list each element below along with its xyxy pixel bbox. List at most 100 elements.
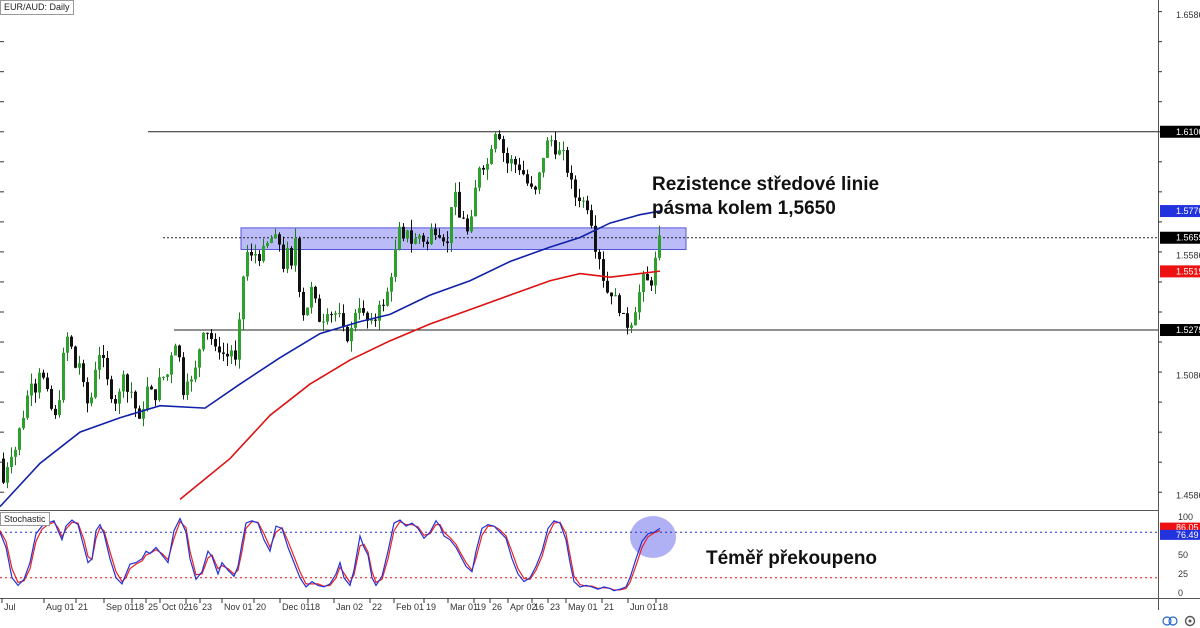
- candle: [26, 390, 29, 420]
- candle: [534, 185, 537, 195]
- svg-text:76.49: 76.49: [1176, 530, 1199, 540]
- candle: [618, 293, 621, 317]
- time-tick-label: 22: [372, 602, 382, 612]
- time-tick-label: Oct 02: [162, 602, 189, 612]
- candle: [238, 312, 241, 369]
- candle: [614, 288, 617, 297]
- stoch-tick-label: 100: [1178, 512, 1193, 522]
- time-tick-label: Mar 01: [450, 602, 478, 612]
- time-tick-label: Jan 02: [336, 602, 363, 612]
- candle: [438, 228, 441, 239]
- price-tick-label: 1.6586: [1176, 10, 1200, 20]
- candle: [594, 215, 597, 259]
- svg-text:1.5275: 1.5275: [1176, 325, 1200, 335]
- candle: [50, 385, 53, 411]
- stoch-value-tag: 86.05: [1160, 522, 1200, 533]
- time-tick-label: 23: [202, 602, 212, 612]
- resistance-annotation-line2: pásma kolem 1,5650: [652, 198, 836, 219]
- candle: [386, 287, 389, 307]
- candle: [318, 294, 321, 323]
- candle: [346, 324, 349, 343]
- time-tick-label: Sep 01: [106, 602, 135, 612]
- candle: [502, 135, 505, 162]
- candle: [14, 446, 17, 466]
- ma-line-sma200: [179, 270, 661, 501]
- candle: [486, 158, 489, 180]
- time-tick-label: 26: [492, 602, 502, 612]
- svg-text:1.5659: 1.5659: [1176, 233, 1200, 243]
- time-tick-label: Apr 02: [510, 602, 537, 612]
- moving-averages: [0, 210, 661, 508]
- candle: [166, 373, 169, 381]
- candle: [354, 309, 357, 332]
- candle: [578, 188, 581, 208]
- stoch-tick-label: 25: [1178, 569, 1188, 579]
- candle: [298, 236, 301, 298]
- svg-text:1.6100: 1.6100: [1176, 127, 1200, 137]
- candle: [526, 169, 529, 186]
- candle: [466, 214, 469, 235]
- candle: [498, 130, 501, 141]
- candle: [378, 300, 381, 330]
- price-tick-label: 1.4586: [1176, 491, 1200, 501]
- candle: [326, 308, 329, 325]
- time-tick-label: 19: [426, 602, 436, 612]
- candle: [114, 394, 117, 412]
- candle: [250, 243, 253, 261]
- stoch-tick-label: 0: [1178, 588, 1183, 598]
- candle: [2, 452, 5, 484]
- candle: [38, 368, 41, 399]
- candle: [630, 322, 633, 333]
- candle: [278, 232, 281, 252]
- time-tick-label: 16: [534, 602, 544, 612]
- candle: [218, 336, 221, 360]
- stochastic-panel: [0, 517, 1158, 592]
- candle: [334, 310, 337, 322]
- candle: [514, 156, 517, 173]
- overbought-annotation: Téměř překoupeno: [706, 548, 877, 569]
- candle: [154, 389, 157, 406]
- time-tick-label: Feb 01: [396, 602, 424, 612]
- candle: [414, 232, 417, 245]
- time-tick-label: 21: [604, 602, 614, 612]
- candle: [302, 287, 305, 321]
- candle: [274, 228, 277, 239]
- candle: [530, 175, 533, 189]
- stoch-tick-label: 50: [1178, 550, 1188, 560]
- candle: [330, 311, 333, 323]
- candle: [18, 427, 21, 456]
- time-tick-label: Aug 01: [46, 602, 75, 612]
- candle: [390, 272, 393, 302]
- candle: [610, 292, 613, 305]
- candle: [310, 281, 313, 314]
- candle: [558, 141, 561, 156]
- time-tick-label: Jul: [4, 602, 16, 612]
- candle: [574, 175, 577, 207]
- candle: [34, 378, 37, 403]
- candle: [210, 329, 213, 345]
- candle: [562, 141, 565, 161]
- candle: [234, 340, 237, 366]
- candle: [554, 131, 557, 160]
- svg-text:1.5770: 1.5770: [1176, 206, 1200, 216]
- candle: [54, 405, 57, 419]
- candle: [458, 182, 461, 218]
- time-tick-label: Jun 01: [630, 602, 657, 612]
- candle: [506, 147, 509, 174]
- candle: [538, 171, 541, 194]
- candle: [202, 332, 205, 352]
- candle: [406, 229, 409, 243]
- candle: [66, 332, 69, 361]
- candle: [146, 377, 149, 412]
- candle: [634, 306, 637, 326]
- candle: [42, 369, 45, 380]
- candle: [658, 225, 661, 261]
- candle: [382, 299, 385, 312]
- time-tick-label: 23: [550, 602, 560, 612]
- candle: [470, 209, 473, 233]
- candle: [242, 275, 245, 330]
- compare-icon[interactable]: [1162, 616, 1178, 626]
- settings-icon[interactable]: [1184, 615, 1196, 627]
- candle: [294, 228, 297, 272]
